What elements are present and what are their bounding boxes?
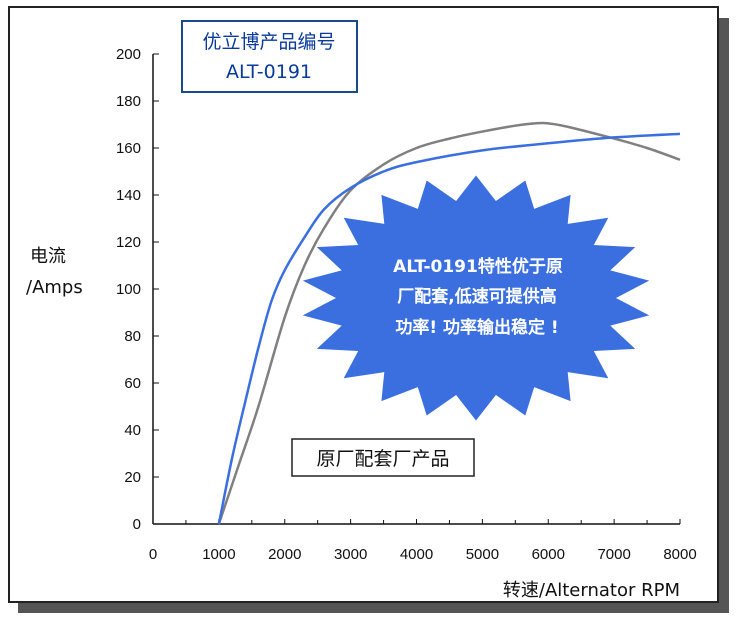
y-tick-label: 140 [116,187,141,204]
starburst-line2: 厂配套,低速可提供高 [397,286,556,307]
series-line-oem [217,121,681,525]
series-line-alt-0191 [217,132,681,525]
y-tick-label: 180 [116,93,141,110]
y-axis-title-line2: /Amps [26,277,83,298]
product-box-title: 优立博产品编号 [202,31,335,53]
oem-box-label: 原厂配套厂产品 [316,448,449,470]
product-box [181,20,358,93]
x-tick-label: 6000 [532,546,565,563]
oem-box [291,438,475,477]
y-tick-label: 80 [124,328,141,345]
y-tick-label: 100 [116,281,141,298]
y-tick-label: 200 [116,46,141,63]
y-axis-title-line1: 电流 [30,246,66,267]
starburst-product-code: ALT-0191 [393,257,478,277]
y-tick-label: 40 [124,422,141,439]
x-tick-label: 4000 [400,546,433,563]
product-box-code: ALT-0191 [226,61,312,83]
y-tick-label: 60 [124,375,141,392]
starburst-line3: 功率! 功率输出稳定 ! [395,317,558,338]
x-tick-label: 3000 [334,546,367,563]
y-tick-label: 120 [116,234,141,251]
starburst-line1: ALT-0191特性优于原 [393,256,563,277]
starburst-callout [302,175,650,421]
x-tick-label: 7000 [597,546,630,563]
y-tick-label: 160 [116,140,141,157]
starburst-line1-text: 特性优于原 [478,256,563,277]
y-tick-label: 0 [133,516,141,533]
x-tick-label: 2000 [268,546,301,563]
x-tick-label: 0 [149,546,157,563]
y-tick-label: 20 [124,469,141,486]
x-tick-label: 8000 [663,546,696,563]
x-axis-title: 转速/Alternator RPM [503,580,680,601]
x-tick-label: 1000 [202,546,235,563]
x-tick-label: 5000 [466,546,499,563]
